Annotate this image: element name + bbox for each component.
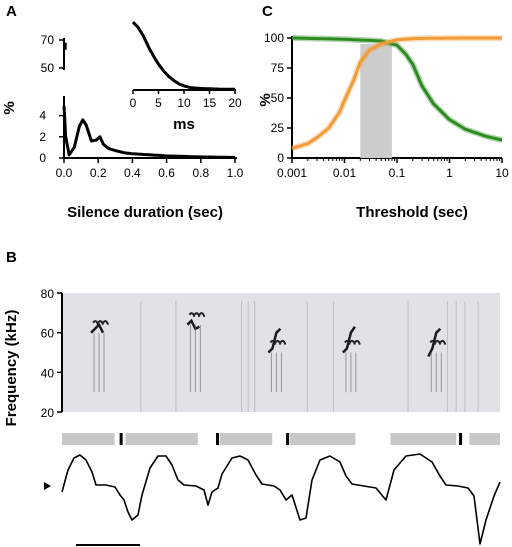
- panel-c-y-tick-label: 75: [271, 61, 285, 75]
- panel-b-event-tick: [215, 433, 219, 445]
- panel-a-inset-series-line: [131, 20, 235, 91]
- panel-a-x-tick-label: 0.4: [124, 166, 141, 180]
- panel-b-event-tick: [119, 433, 123, 445]
- panel-a-inset-xlabel: ms: [173, 116, 195, 133]
- panel-b-syllable-harmonic: [439, 339, 447, 345]
- panel-a-inset-x-tick-label: 5: [155, 96, 162, 110]
- panel-b-silence-bar: [219, 433, 273, 445]
- panel-c-series-band-green: [291, 35, 503, 143]
- panel-a-x-tick-label: 0.0: [56, 166, 73, 180]
- panel-a-inset-axes: 0 5 10 15 20: [130, 89, 242, 110]
- panel-b-y-tick-label: 60: [41, 327, 55, 341]
- panel-a-y-tick-label: 4: [39, 109, 46, 123]
- panel-a-y-tick-label: 0: [39, 151, 46, 165]
- panel-b-ylabel: Frequency (kHz): [3, 310, 20, 427]
- panel-a-y-tick-label-upper: 70: [41, 33, 55, 47]
- panel-b-silence-bar: [125, 433, 198, 445]
- panel-a-x-tick-label: 0.6: [158, 166, 175, 180]
- panel-b-syllable-harmonic: [193, 312, 201, 318]
- panel-a-inset-x-tick-label: 0: [130, 96, 137, 110]
- panel-b-silence-bar: [289, 433, 356, 445]
- panel-b-syllable-harmonic: [92, 320, 99, 326]
- panel-b-syllable-harmonic: [269, 339, 277, 345]
- panel-b-y-tick-label: 40: [41, 366, 55, 380]
- panel-b-syllable-harmonic: [188, 312, 196, 318]
- panel-a-inset-marks: [131, 20, 235, 91]
- panel-b-syllable: [90, 322, 105, 334]
- panel-b-spectrogram-background: [62, 293, 500, 412]
- panel-a-ylabel: %: [1, 101, 18, 114]
- panel-b-syllable-harmonic: [434, 339, 442, 345]
- panel-b-silence-bar: [469, 433, 500, 445]
- panel-b-syllable: [267, 327, 282, 354]
- panel-b-syllable-harmonic: [349, 339, 356, 345]
- panel-c-xlabel: Threshold (sec): [356, 204, 468, 221]
- panel-b-event-tick: [459, 433, 463, 445]
- panel-c-x-tick-label: 0.01: [333, 166, 357, 180]
- panel-b-waveform-trace: [61, 453, 501, 545]
- panel-c-series-line-green: [291, 36, 503, 142]
- panel-c-y-tick-label: 50: [271, 91, 285, 105]
- panel-a-inset-x-tick-label: 15: [203, 96, 217, 110]
- panel-a-series-line: [62, 106, 236, 159]
- panel-c-y-tick-label: 25: [271, 121, 285, 135]
- panel-c-x-tick-label: 1: [446, 166, 453, 180]
- panel-c-letter: C: [262, 3, 273, 20]
- panel-b-axes: 20 40 60 80: [41, 287, 63, 420]
- panel-a-marks: [62, 42, 236, 159]
- panel-c-y-tick-label: 100: [264, 31, 284, 45]
- panel-a-x-tick-label: 1.0: [227, 166, 244, 180]
- panel-b-y-tick-label: 80: [41, 287, 55, 301]
- panel-c-x-tick-label: 10: [495, 166, 509, 180]
- panel-b-syllable-harmonic: [274, 339, 282, 345]
- panel-a-letter: A: [6, 3, 17, 20]
- panel-c-marks: [291, 35, 503, 158]
- panel-a-xlabel: Silence duration (sec): [67, 204, 223, 221]
- panel-b-syllable-harmonic: [102, 320, 109, 326]
- panel-b-syllable-harmonic: [354, 339, 361, 345]
- panel-b-spectrogram: [62, 293, 500, 412]
- panel-c-series-line-orange: [291, 36, 502, 150]
- panel-a-x-tick-label: 0.2: [90, 166, 107, 180]
- panel-b-waveform-marker: [44, 482, 51, 490]
- panel-b-syllable: [342, 326, 356, 354]
- panel-b-syllable-harmonic: [198, 312, 206, 318]
- panel-b-waveform: [44, 453, 501, 546]
- panel-a-inset-x-tick-label: 20: [228, 96, 242, 110]
- panel-a-inset-x-tick-label: 10: [177, 96, 191, 110]
- panel-a-y-tick-label: 2: [39, 130, 46, 144]
- panel-b-syllable: [186, 318, 200, 331]
- panel-c-ylabel: %: [257, 93, 274, 106]
- panel-c-x-tick-label: 0.001: [277, 166, 307, 180]
- panel-a-y-tick-label-upper: 50: [41, 61, 55, 75]
- panel-b-syllable-harmonic: [344, 339, 351, 345]
- panel-b-silence-bars: [62, 433, 500, 445]
- panel-a-x-tick-label: 0.8: [192, 166, 209, 180]
- panel-b-y-tick-label: 20: [41, 406, 55, 420]
- panel-a-inset: 0 5 10 15 20 ms: [130, 20, 242, 133]
- panel-c-y-tick-label: 0: [277, 151, 284, 165]
- panel-b-silence-bar: [62, 433, 115, 445]
- panel-b-event-tick: [286, 433, 290, 445]
- panel-c-x-tick-label: 0.1: [389, 166, 406, 180]
- panel-b-chart: 20 40 60 80 Frequency (kHz): [3, 287, 501, 546]
- panel-b-letter: B: [6, 249, 17, 266]
- panel-b-syllable-harmonic: [97, 320, 104, 326]
- panel-b-syllable-harmonic: [279, 339, 287, 345]
- panel-c-shaded-region: [360, 44, 392, 158]
- panel-b-syllable-harmonic: [429, 339, 437, 345]
- panel-b-silence-bar: [390, 433, 457, 445]
- panel-b-syllable: [427, 327, 442, 358]
